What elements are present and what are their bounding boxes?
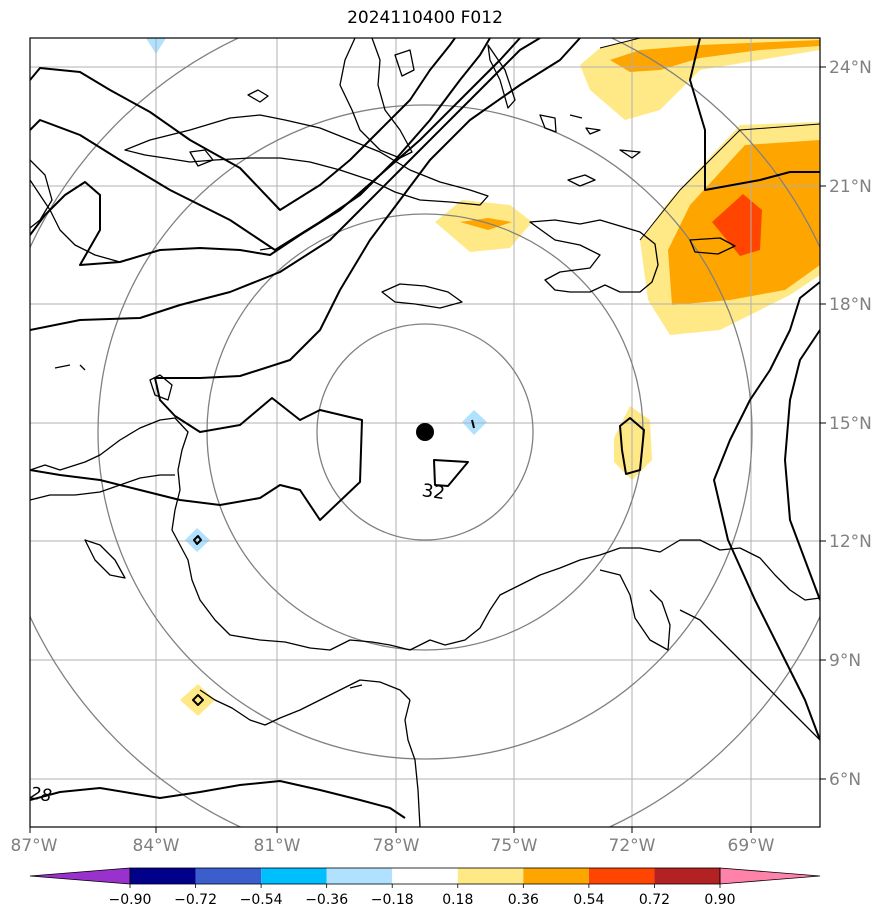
lon-tick-labels: 87°W 84°W 81°W 78°W 75°W 72°W 69°W [11,836,775,856]
colorbar-outline [129,867,721,885]
lon-label: 69°W [728,836,775,856]
lon-label: 87°W [11,836,58,856]
coast-belize-cayes [149,374,173,401]
lat-tick-labels: 24°N 21°N 18°N 15°N 12°N 9°N 6°N [829,58,872,790]
map-frame [29,37,821,828]
lon-label: 75°W [491,836,538,856]
anomaly-shading [146,38,820,716]
contour-8 [784,329,820,601]
colorbar-segment [326,868,393,884]
colorbar-tick-label: 0.54 [573,892,604,908]
colorbar-tick-label: 0.72 [639,892,670,908]
lon-label: 84°W [133,836,180,856]
contour-small-blue-center [471,419,475,429]
lat-label: 9°N [829,651,861,671]
colorbar-extend-high [719,867,821,885]
coast-bahamas-5 [585,127,601,135]
shade-orange-cuba [460,218,512,230]
lat-ticks [820,66,826,780]
contour-small-east [619,417,645,475]
coast-bahamas-1 [567,174,596,187]
lat-label: 18°N [829,295,872,315]
contour-28 [30,780,406,819]
colorbar-tick-label: −0.90 [109,892,152,908]
contour-1 [30,38,456,211]
colorbar-segment [130,868,196,884]
coastlines [30,38,820,827]
contour-4 [30,38,541,331]
colorbar-segment [457,868,524,884]
colorbar-tick-label: −0.54 [240,892,283,908]
contour-7 [713,281,820,741]
coast-cuba [124,114,489,206]
coast-bahamas-4 [487,44,516,109]
lat-label: 24°N [829,58,872,78]
coast-central-america [30,417,820,651]
map-title: 2024110400 F012 [347,8,503,28]
lat-label: 12°N [829,532,872,552]
colorbar-segment [261,868,327,884]
lon-label: 78°W [373,836,420,856]
shade-yellow-east [614,406,652,480]
contour-32 [433,459,469,487]
lon-ticks [29,827,752,833]
colorbar-tick-label: 0.36 [508,892,539,908]
coast-isle-of-youth [189,149,214,167]
colorbar-tick-label: −0.72 [174,892,217,908]
coast-colombia-west [404,699,421,827]
coast-venezuela-interior [679,609,820,741]
colorbar-extend-low [29,867,131,885]
coast-hispaniola [529,219,659,293]
coast-islands-small [54,114,583,689]
coast-bahamas-3 [539,114,557,133]
colorbar-segment [654,868,720,884]
coast-maracaibo [599,569,671,651]
coast-gulf-north [30,159,53,229]
colorbar-segment [523,868,589,884]
coast-yucatan [30,179,121,263]
contour-hispaniola-shade-edge [639,123,820,241]
colorbar-segment [195,868,262,884]
coast-panama-south [199,679,411,726]
contour-label-32: 32 [421,480,447,504]
shade-orange-northeast [610,40,820,72]
colorbar-segment [588,868,655,884]
range-ring-1 [316,323,534,541]
contour-small-yellow-sw [192,694,204,706]
coast-nicaragua-lake [84,539,126,579]
lon-label: 72°W [609,836,656,856]
lat-label: 6°N [829,770,861,790]
coast-jamaica [381,283,463,309]
colorbar-tick-label: 0.18 [442,892,473,908]
lat-label: 21°N [829,177,872,197]
colorbar-segment [392,868,458,884]
colorbar-tick-label: 0.90 [704,892,735,908]
coast-honduras-north [30,474,175,501]
coast-puerto-rico [689,237,736,255]
shade-yellow-southwest [180,684,215,716]
contour-3 [30,38,521,266]
lon-label: 81°W [254,836,301,856]
colorbar: −0.90 −0.72 −0.54 −0.36 −0.18 0.18 0.36 0.54 0.7… [29,867,821,908]
coast-caicos [619,149,641,159]
coast-san-andres [247,89,269,103]
colorbar-tick-label: −0.36 [305,892,348,908]
contour-small-blue-west [193,535,202,545]
contour-label-28: 28 [29,784,53,807]
contour-5 [30,38,581,521]
colorbar-tick-label: −0.18 [371,892,414,908]
shade-red-hispaniola [712,194,762,256]
lat-label: 15°N [829,414,872,434]
coast-bahamas-2 [394,49,415,77]
range-ring-3 [97,104,753,760]
storm-center-marker [416,423,434,441]
contour-6 [689,38,820,191]
contour-lines [30,38,820,819]
contour-ne-shade-edge [599,38,641,49]
shade-blue-west [185,528,210,552]
